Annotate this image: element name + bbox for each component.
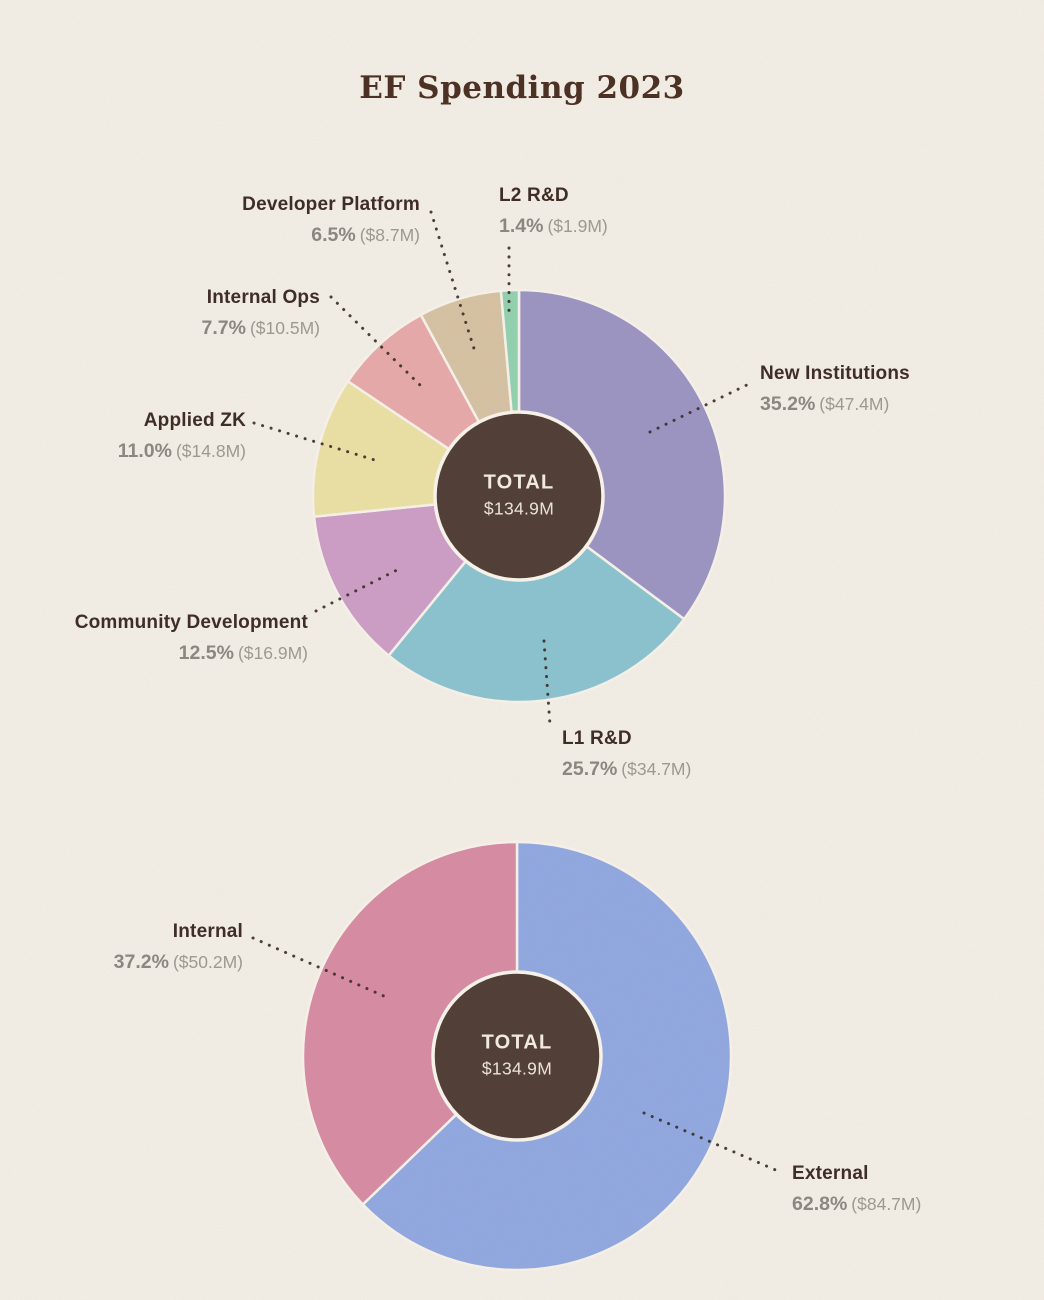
slice-value-l1-rd: 25.7% ($34.7M)	[562, 758, 692, 780]
slice-callout-new-institutions: New Institutions 35.2% ($47.4M)	[760, 364, 910, 415]
slice-percent-applied-zk: 11.0%	[117, 440, 172, 462]
slice-percent-internal-ops: 7.7%	[201, 317, 246, 339]
slice-name-applied-zk: Applied ZK	[143, 410, 246, 431]
slice-name-l1-rd: L1 R&D	[562, 728, 632, 749]
slice-callout-l1-rd: L1 R&D 25.7% ($34.7M)	[562, 729, 691, 780]
slice-name-internal-ops: Internal Ops	[206, 287, 320, 308]
slice-name-new-institutions: New Institutions	[760, 363, 910, 384]
slice-name-external: External	[792, 1163, 869, 1184]
slice-amount-developer-platform: ($8.7M)	[359, 225, 420, 245]
slice-name-l2-rd: L2 R&D	[499, 185, 569, 206]
slice-value-developer-platform: 6.5% ($8.7M)	[242, 224, 420, 246]
slice-amount-community-development: ($16.9M)	[237, 643, 308, 663]
center-total-title: TOTAL	[483, 471, 555, 494]
center-total-value: $134.9M	[481, 1058, 553, 1079]
slice-value-internal: 37.2% ($50.2M)	[113, 951, 243, 973]
slice-percent-new-institutions: 35.2%	[760, 393, 816, 415]
slice-value-community-development: 12.5% ($16.9M)	[75, 642, 308, 664]
center-total-value: $134.9M	[483, 498, 555, 519]
slice-amount-internal-ops: ($10.5M)	[249, 318, 320, 338]
slice-callout-external: External 62.8% ($84.7M)	[792, 1164, 921, 1215]
slice-value-external: 62.8% ($84.7M)	[792, 1193, 922, 1215]
slice-value-new-institutions: 35.2% ($47.4M)	[760, 393, 910, 415]
slice-amount-new-institutions: ($47.4M)	[819, 394, 890, 414]
slice-callout-l2-rd: L2 R&D 1.4% ($1.9M)	[499, 186, 608, 237]
slice-value-applied-zk: 11.0% ($14.8M)	[117, 440, 246, 462]
slice-amount-external: ($84.7M)	[851, 1194, 922, 1214]
slice-callout-applied-zk: Applied ZK 11.0% ($14.8M)	[118, 411, 246, 462]
donut-center-label: TOTAL $134.9M	[484, 472, 555, 517]
slice-amount-l2-rd: ($1.9M)	[547, 216, 608, 236]
slice-percent-l1-rd: 25.7%	[562, 758, 618, 780]
slice-percent-l2-rd: 1.4%	[499, 215, 544, 237]
slice-name-developer-platform: Developer Platform	[242, 194, 420, 215]
slice-percent-community-development: 12.5%	[178, 642, 234, 664]
center-total-title: TOTAL	[481, 1031, 553, 1054]
slice-percent-developer-platform: 6.5%	[311, 224, 356, 246]
slice-callout-internal: Internal 37.2% ($50.2M)	[114, 922, 243, 973]
slice-callout-community-development: Community Development 12.5% ($16.9M)	[75, 613, 308, 664]
slice-percent-internal: 37.2%	[113, 951, 169, 973]
slice-amount-applied-zk: ($14.8M)	[175, 441, 246, 461]
slice-percent-external: 62.8%	[792, 1193, 848, 1215]
slice-callout-internal-ops: Internal Ops 7.7% ($10.5M)	[202, 288, 320, 339]
slice-value-l2-rd: 1.4% ($1.9M)	[499, 215, 608, 237]
slice-value-internal-ops: 7.7% ($10.5M)	[201, 317, 320, 339]
slice-callout-developer-platform: Developer Platform 6.5% ($8.7M)	[242, 195, 420, 246]
slice-amount-internal: ($50.2M)	[172, 952, 243, 972]
slice-name-community-development: Community Development	[74, 612, 308, 633]
slice-name-internal: Internal	[172, 921, 243, 942]
donut-center-label: TOTAL $134.9M	[482, 1032, 553, 1078]
slice-amount-l1-rd: ($34.7M)	[621, 759, 692, 779]
